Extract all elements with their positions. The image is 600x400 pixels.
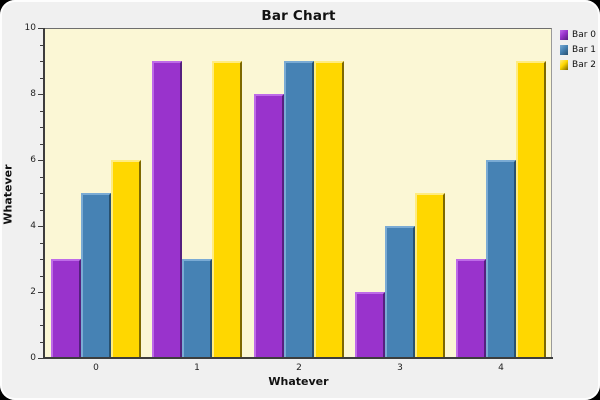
y-tick-minor bbox=[40, 144, 44, 145]
x-tick-label: 1 bbox=[194, 363, 200, 373]
y-tick-minor bbox=[40, 325, 44, 326]
bar bbox=[111, 160, 141, 358]
bar bbox=[152, 61, 182, 358]
y-tick-minor bbox=[40, 259, 44, 260]
y-tick-minor bbox=[40, 342, 44, 343]
y-tick-label: 0 bbox=[30, 353, 36, 363]
bars-layer bbox=[45, 29, 551, 358]
y-axis-title: Whatever bbox=[1, 164, 15, 225]
bar bbox=[355, 292, 385, 358]
bar bbox=[81, 193, 111, 358]
y-tick-minor bbox=[40, 177, 44, 178]
bar bbox=[51, 259, 81, 358]
legend: Bar 0 Bar 1 Bar 2 bbox=[560, 29, 596, 70]
x-tick-label: 4 bbox=[498, 363, 504, 373]
legend-item-bar2: Bar 2 bbox=[560, 59, 596, 70]
x-tick-label: 3 bbox=[397, 363, 403, 373]
bar bbox=[314, 61, 344, 358]
legend-label: Bar 0 bbox=[572, 29, 596, 40]
y-tick-minor bbox=[40, 210, 44, 211]
y-tick-label: 10 bbox=[24, 23, 36, 33]
y-tick-label: 8 bbox=[30, 89, 36, 99]
bar bbox=[486, 160, 516, 358]
y-tick-minor bbox=[40, 45, 44, 46]
legend-swatch-bar2-icon bbox=[560, 59, 569, 70]
y-tick-label: 2 bbox=[30, 287, 36, 297]
chart-title: Bar Chart bbox=[261, 8, 336, 24]
bar bbox=[385, 226, 415, 358]
bar bbox=[182, 259, 212, 358]
y-tick-major bbox=[38, 28, 44, 29]
y-tick-minor bbox=[40, 78, 44, 79]
y-tick-label: 4 bbox=[30, 221, 36, 231]
y-tick-major bbox=[38, 94, 44, 95]
y-tick-minor bbox=[40, 111, 44, 112]
legend-label: Bar 2 bbox=[572, 59, 596, 70]
bar bbox=[516, 61, 546, 358]
bar bbox=[456, 259, 486, 358]
plot-area bbox=[45, 28, 552, 358]
bar bbox=[284, 61, 314, 358]
x-axis-title: Whatever bbox=[268, 375, 329, 388]
y-tick-minor bbox=[40, 243, 44, 244]
bar bbox=[254, 94, 284, 358]
legend-item-bar1: Bar 1 bbox=[560, 44, 596, 55]
y-tick-major bbox=[38, 160, 44, 161]
y-tick-minor bbox=[40, 127, 44, 128]
y-tick-major bbox=[38, 358, 44, 359]
y-tick-major bbox=[38, 226, 44, 227]
y-tick-minor bbox=[40, 276, 44, 277]
x-axis-line bbox=[43, 357, 553, 359]
y-tick-label: 6 bbox=[30, 155, 36, 165]
x-tick-label: 2 bbox=[296, 363, 302, 373]
legend-swatch-bar1-icon bbox=[560, 44, 569, 55]
legend-item-bar0: Bar 0 bbox=[560, 29, 596, 40]
y-tick-minor bbox=[40, 61, 44, 62]
y-tick-major bbox=[38, 292, 44, 293]
legend-swatch-bar0-icon bbox=[560, 29, 569, 40]
y-tick-minor bbox=[40, 309, 44, 310]
bar bbox=[415, 193, 445, 358]
legend-label: Bar 1 bbox=[572, 44, 596, 55]
x-tick-label: 0 bbox=[93, 363, 99, 373]
bar bbox=[212, 61, 242, 358]
y-axis-line bbox=[43, 28, 45, 359]
y-tick-minor bbox=[40, 193, 44, 194]
